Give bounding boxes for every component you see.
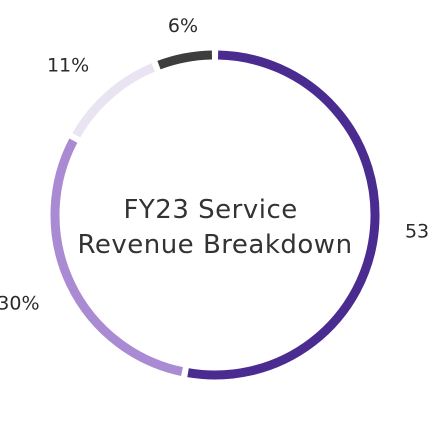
donut-slice-30-pct: [50, 138, 183, 376]
slice-label-6-pct: 6%: [168, 15, 198, 37]
slice-label-11-pct: 11%: [47, 55, 89, 77]
labels-layer: 53% 30% 11% 6%: [0, 15, 430, 314]
donut-slice-6-pct: [157, 50, 213, 70]
donut-slice-53-pct: [187, 50, 380, 380]
slice-label-30-pct: 30%: [0, 292, 40, 314]
slice-label-53-pct: 53%: [405, 221, 430, 243]
slices-layer: [50, 50, 380, 380]
chart-title-line-2: Revenue Breakdown: [77, 230, 352, 260]
chart-title: FY23 Service Revenue Breakdown: [77, 195, 352, 260]
chart-title-line-1: FY23 Service: [123, 195, 297, 225]
donut-slice-11-pct: [72, 63, 156, 138]
